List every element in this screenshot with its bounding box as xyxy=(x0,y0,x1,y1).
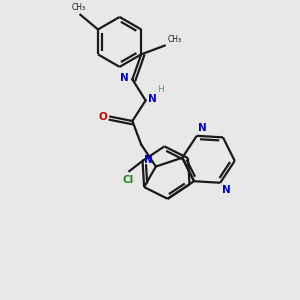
Text: N: N xyxy=(222,185,230,195)
Text: CH₃: CH₃ xyxy=(168,35,182,44)
Text: N: N xyxy=(120,73,129,83)
Text: H: H xyxy=(157,85,164,94)
Text: CH₃: CH₃ xyxy=(72,3,86,12)
Text: N: N xyxy=(198,124,207,134)
Text: O: O xyxy=(98,112,107,122)
Text: Cl: Cl xyxy=(122,175,134,185)
Text: N: N xyxy=(144,155,152,165)
Text: N: N xyxy=(148,94,157,104)
